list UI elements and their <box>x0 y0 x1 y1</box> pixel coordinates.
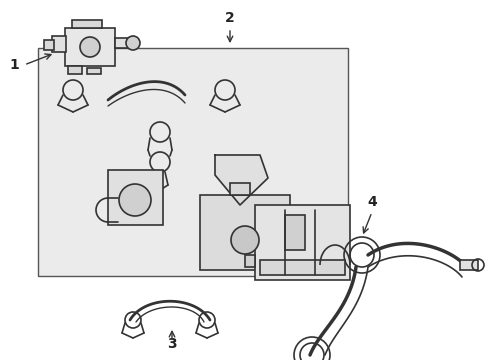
Bar <box>260 260 345 275</box>
Circle shape <box>230 226 259 254</box>
Circle shape <box>119 184 151 216</box>
Bar <box>44 40 54 50</box>
Bar <box>229 183 249 195</box>
Text: 4: 4 <box>366 195 376 209</box>
Bar <box>285 215 305 250</box>
Bar <box>115 38 133 48</box>
Circle shape <box>126 36 140 50</box>
Bar <box>254 205 349 280</box>
Bar <box>65 28 115 66</box>
Bar <box>38 48 347 276</box>
Bar <box>87 68 101 74</box>
Text: 3: 3 <box>167 337 177 351</box>
Text: 1: 1 <box>9 58 19 72</box>
Bar <box>72 20 102 28</box>
Polygon shape <box>215 155 267 205</box>
Bar <box>108 170 163 225</box>
Bar <box>68 66 82 74</box>
Circle shape <box>80 37 100 57</box>
Bar <box>200 195 289 270</box>
Bar <box>244 255 254 267</box>
Text: 2: 2 <box>224 11 234 25</box>
Bar <box>52 36 66 52</box>
Bar <box>459 260 477 270</box>
